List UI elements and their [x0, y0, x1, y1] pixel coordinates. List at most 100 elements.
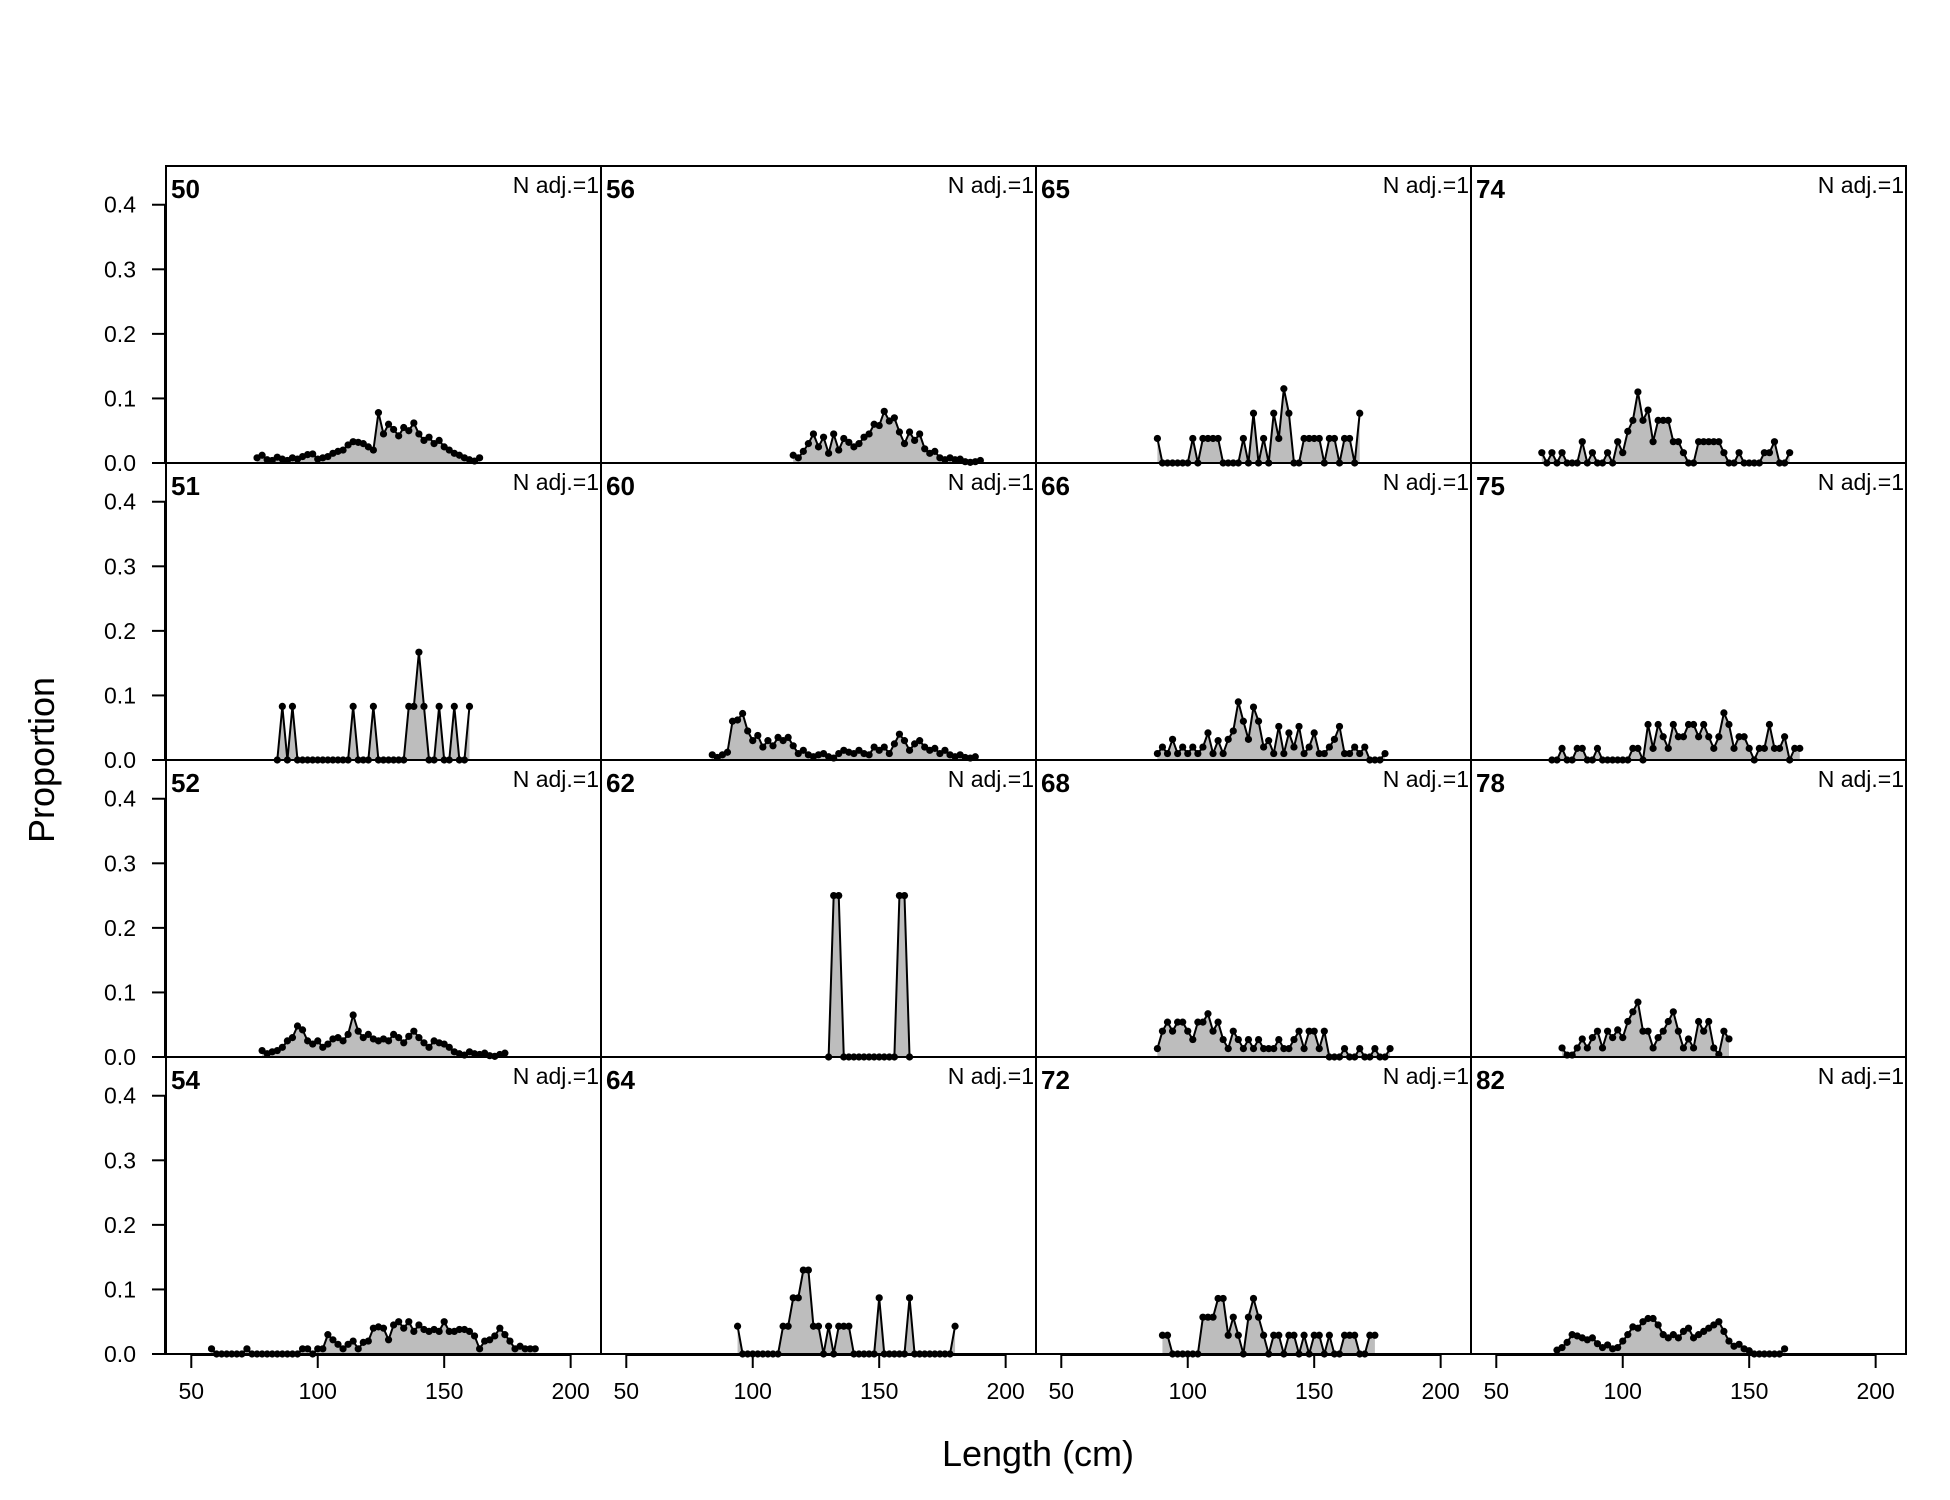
- data-point: [905, 428, 914, 436]
- y-tick-label: 0.3: [104, 1147, 136, 1173]
- x-axis-title: Length (cm): [942, 1433, 1134, 1474]
- x-tick-label: 100: [734, 1378, 772, 1404]
- data-point: [804, 1266, 812, 1274]
- data-point: [1720, 709, 1728, 717]
- data-point: [754, 731, 762, 740]
- panel-label-62: 62: [606, 768, 635, 798]
- data-point: [1163, 1331, 1172, 1339]
- n-adj-label-62: N adj.=1: [948, 766, 1034, 792]
- data-point: [1285, 1331, 1293, 1339]
- x-tick-label: 200: [1421, 1378, 1459, 1404]
- data-point: [1674, 1027, 1682, 1035]
- data-point: [1214, 1294, 1222, 1303]
- data-point: [885, 749, 893, 758]
- data-point: [1305, 434, 1313, 443]
- area-fill-51: [277, 652, 470, 760]
- data-point: [445, 1327, 453, 1336]
- y-tick-label: 0.3: [104, 553, 136, 579]
- data-point: [1351, 1331, 1359, 1339]
- n-adj-label-72: N adj.=1: [1383, 1063, 1469, 1089]
- data-point: [1295, 722, 1303, 731]
- data-point: [1265, 1045, 1273, 1053]
- data-point: [339, 1345, 347, 1353]
- data-point: [349, 702, 357, 711]
- data-point: [1244, 1035, 1253, 1044]
- data-point: [835, 446, 843, 454]
- data-point: [1239, 717, 1247, 725]
- data-point: [931, 447, 939, 455]
- data-point: [1695, 438, 1703, 446]
- data-point: [243, 1345, 251, 1353]
- data-point: [1310, 729, 1318, 737]
- area-fill-62: [828, 895, 910, 1057]
- data-point: [840, 434, 848, 443]
- y-tick-label: 0.2: [104, 915, 136, 941]
- y-tick-label: 0.4: [104, 192, 136, 218]
- data-point: [900, 440, 909, 448]
- data-point: [1199, 434, 1207, 443]
- panel-62: 62 N adj.=1: [600, 759, 1037, 1061]
- data-point: [1163, 749, 1172, 758]
- data-point: [1796, 744, 1804, 752]
- y-tick-label: 0.0: [104, 1341, 136, 1367]
- data-point: [1689, 1044, 1698, 1052]
- data-point: [1300, 1331, 1308, 1339]
- data-point: [395, 1034, 403, 1042]
- data-point: [794, 454, 802, 462]
- data-point: [1158, 1331, 1167, 1339]
- panel-label-54: 54: [171, 1065, 200, 1095]
- n-adj-label-78: N adj.=1: [1818, 766, 1904, 792]
- data-point: [1340, 1331, 1349, 1339]
- data-point: [1649, 744, 1657, 752]
- n-adj-label-75: N adj.=1: [1818, 469, 1904, 495]
- n-adj-label-68: N adj.=1: [1383, 766, 1469, 792]
- data-point: [1234, 1035, 1242, 1044]
- data-point: [1548, 449, 1556, 457]
- data-point: [1614, 1026, 1622, 1034]
- data-point: [1654, 1034, 1662, 1042]
- data-point: [1219, 749, 1227, 758]
- data-point: [799, 1266, 807, 1274]
- data-point: [1679, 449, 1688, 457]
- data-point: [1654, 1321, 1662, 1329]
- x-tick-label: 150: [1295, 1378, 1333, 1404]
- data-point: [880, 743, 888, 751]
- data-point: [1179, 743, 1187, 751]
- data-point: [354, 1345, 362, 1353]
- data-point: [1219, 1035, 1227, 1044]
- data-point: [1204, 729, 1212, 737]
- area-fill-68: [1157, 1013, 1391, 1057]
- data-point: [1740, 733, 1748, 741]
- panel-frame-74: [1470, 165, 1907, 464]
- data-point: [835, 1322, 843, 1330]
- data-point: [1720, 1027, 1728, 1035]
- data-point: [1634, 388, 1642, 396]
- data-point: [804, 440, 812, 448]
- y-tick-label: 0.2: [104, 321, 136, 347]
- data-point: [384, 1037, 393, 1045]
- data-point: [293, 1022, 302, 1030]
- data-point: [1770, 744, 1779, 752]
- data-point: [1760, 449, 1768, 457]
- data-point: [410, 1027, 418, 1035]
- data-point: [825, 449, 833, 457]
- data-point: [865, 430, 873, 438]
- data-point: [1624, 1017, 1632, 1026]
- data-point: [1300, 434, 1308, 443]
- n-adj-label-56: N adj.=1: [948, 172, 1034, 198]
- data-point: [1280, 1045, 1288, 1053]
- data-point: [1669, 438, 1677, 446]
- data-point: [1199, 1313, 1207, 1321]
- panel-frame-78: [1470, 759, 1907, 1058]
- area-fill-50: [257, 412, 480, 463]
- data-point: [1558, 1044, 1566, 1052]
- x-tick-label: 100: [1604, 1378, 1642, 1404]
- panel-frame-82: [1470, 1056, 1907, 1355]
- data-point: [1184, 749, 1192, 758]
- data-point: [1715, 438, 1723, 446]
- data-point: [895, 730, 904, 738]
- data-point: [900, 737, 909, 745]
- data-point: [1614, 1343, 1622, 1352]
- data-point: [1265, 737, 1273, 745]
- data-point: [1310, 1027, 1318, 1035]
